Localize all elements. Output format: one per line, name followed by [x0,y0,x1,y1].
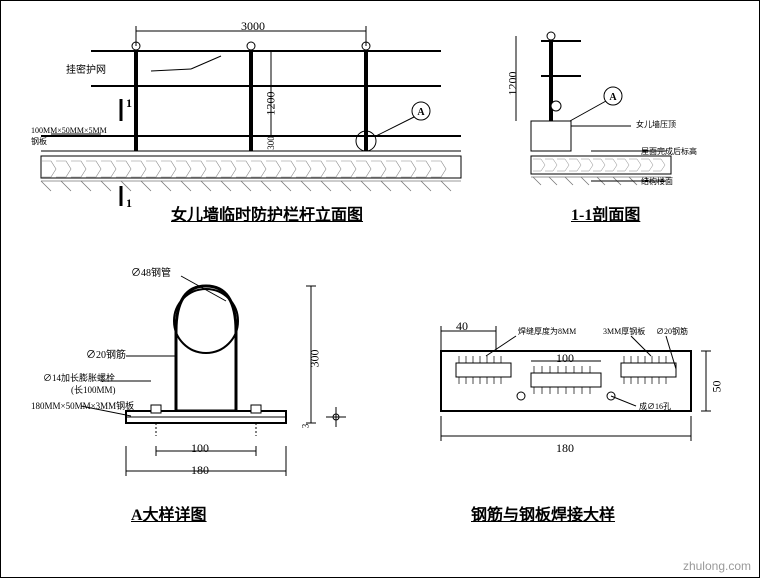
detailA-boltspan-dim: 100 [191,441,209,456]
detailA-pipe-label: ∅48钢管 [131,264,171,279]
section-mark-bot: 1 [126,196,132,211]
weld-hole-label: 成∅16孔 [639,401,671,412]
detailA-title: A大样详图 [131,501,207,525]
weld-plate-label: 3MM厚钢板 [603,326,645,337]
weld-h-dim: 50 [710,381,725,393]
weld-inner-dim: 100 [556,351,574,366]
detailA-t-dim: 3 [300,424,310,429]
detailA-bolt2-label: (长100MM) [71,383,116,396]
weld-title: 钢筋与钢板焊接大样 [471,501,615,525]
section-parapet-label: 女儿墙压顶 [636,119,676,130]
section-roof-label: 屋面完成后标高 [641,146,697,157]
section-struct-label: 结构楼面 [641,176,673,187]
weld-bar-label: ∅20钢筋 [656,326,688,337]
section-height-dim: 1200 [506,72,521,96]
detailA-h-dim: 300 [308,350,323,368]
elevation-drawing: A [21,21,471,221]
detailA-bar-label: ∅20钢筋 [86,346,126,361]
svg-text:A: A [609,92,617,103]
detailA-plate-label: 180MM×50MM×3MM钢板 [31,399,134,412]
elevation-span-dim: 3000 [241,19,265,34]
weld-w-dim: 180 [556,441,574,456]
elevation-height-dim: 1200 [264,92,279,116]
watermark: zhulong.com [683,559,751,573]
elevation-net-label: 挂密护网 [66,61,106,76]
section-mark-top: 1 [126,96,132,111]
detailA-basew-dim: 180 [191,463,209,478]
elevation-parapet-dim: 300 [266,136,276,150]
elevation-beam-label: 100MM×50MM×5MM [31,126,107,135]
section-drawing: A [501,21,731,221]
weld-edge-dim: 40 [456,319,468,334]
svg-text:A: A [417,107,425,118]
elevation-title: 女儿墙临时防护栏杆立面图 [171,201,363,225]
weld-weld-label: 焊缝厚度为8MM [518,326,576,337]
elevation-steel-label: 钢板 [31,136,47,147]
section-title: 1-1剖面图 [571,201,640,225]
